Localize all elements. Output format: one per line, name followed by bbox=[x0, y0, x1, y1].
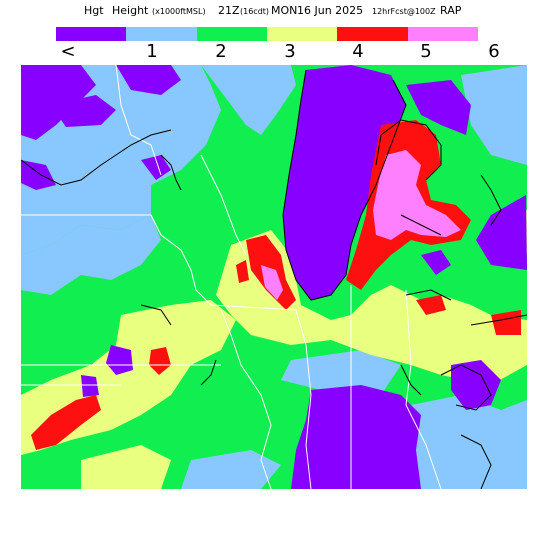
scale-label-5: 5 bbox=[420, 41, 432, 62]
pink-zone bbox=[261, 150, 461, 300]
title-day: MON bbox=[271, 4, 298, 17]
scale-label-3: 3 bbox=[284, 41, 296, 62]
legend-swatch-red bbox=[337, 27, 408, 41]
legend-swatch-purple bbox=[56, 27, 127, 41]
coastlines bbox=[21, 69, 527, 489]
color-legend bbox=[56, 27, 478, 41]
scale-label-6: 6 bbox=[488, 41, 500, 62]
map-svg bbox=[21, 65, 527, 489]
legend-swatch-yellow bbox=[266, 27, 338, 41]
legend-swatch-light-blue bbox=[126, 27, 197, 41]
scale-label-2: 2 bbox=[215, 41, 227, 62]
title-date: 16 Jun 2025 bbox=[297, 4, 364, 17]
title-name: Height bbox=[112, 4, 149, 17]
purple-zone bbox=[21, 65, 527, 489]
title-field: Hgt bbox=[84, 4, 104, 17]
map-title: Hgt Height (x1000ftMSL) 21Z (16cdt) MON … bbox=[0, 4, 548, 20]
title-units: (x1000ftMSL) bbox=[152, 7, 206, 16]
legend-swatch-pink bbox=[407, 27, 478, 41]
title-forecast: 12hrFcst@100Z bbox=[372, 7, 436, 16]
title-local-time: (16cdt) bbox=[240, 7, 270, 16]
legend-swatch-green bbox=[196, 27, 267, 41]
scale-label-lt: < bbox=[60, 41, 76, 62]
legend-scale: < 1 2 3 4 5 6 bbox=[0, 41, 548, 63]
light-blue-zone bbox=[21, 65, 527, 489]
title-valid-hour: 21Z bbox=[218, 4, 240, 17]
scale-label-1: 1 bbox=[146, 41, 158, 62]
state-boundaries bbox=[21, 65, 442, 489]
map-panel bbox=[21, 65, 527, 489]
scale-label-4: 4 bbox=[352, 41, 364, 62]
title-model: RAP bbox=[440, 4, 462, 17]
